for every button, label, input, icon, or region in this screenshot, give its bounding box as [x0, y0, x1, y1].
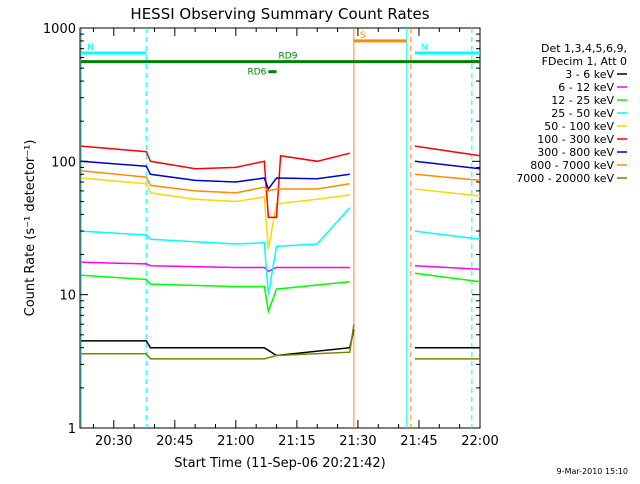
legend-header-line: Det 1,3,4,5,6,9,	[541, 42, 627, 55]
plot-border	[79, 27, 481, 429]
series-line-4-seg-0	[81, 177, 350, 250]
series-line-3-seg-0	[81, 207, 351, 295]
legend-label: 50 - 100 keV	[544, 120, 614, 133]
series-line-0-seg-0	[81, 329, 355, 357]
legend-label: 7000 - 20000 keV	[516, 172, 614, 185]
y-tick-label: 10	[59, 289, 76, 304]
series-line-5-seg-0	[81, 145, 350, 219]
x-tick-label: 21:30	[339, 434, 376, 449]
legend-label: 25 - 50 keV	[551, 107, 614, 120]
y-axis-label: Count Rate (s⁻¹ detector⁻¹)	[23, 140, 38, 317]
series-line-3-seg-1	[414, 230, 481, 241]
chart-title: HESSI Observing Summary Count Rates	[130, 5, 429, 23]
plot-area	[79, 27, 481, 429]
axes: 20:30 20:45 21:00 21:15 21:30 21:45 22:00 1 10 10…	[43, 22, 499, 449]
series-line-8-seg-0	[81, 324, 355, 360]
state-label-rd6-3: RD6	[247, 68, 266, 78]
state-label-s-2: S	[360, 31, 366, 41]
series-line-1-seg-0	[81, 261, 350, 273]
y-tick-label: 100	[51, 155, 76, 170]
x-tick-label: 21:15	[278, 434, 315, 449]
series-line-4-seg-1	[414, 188, 481, 197]
legend-header-line: FDecim 1, Att 0	[542, 55, 627, 68]
legend: Det 1,3,4,5,6,9,FDecim 1, Att 03 - 6 keV…	[516, 42, 627, 185]
legend-label: 300 - 800 keV	[537, 146, 614, 159]
series-line-1-seg-1	[414, 264, 481, 271]
x-tick-label: 20:30	[95, 434, 132, 449]
legend-label: 6 - 12 keV	[558, 81, 614, 94]
series-line-7-seg-0	[81, 169, 350, 194]
x-tick-label: 21:00	[217, 434, 254, 449]
state-label-n-0: N	[87, 43, 94, 53]
x-tick-label: 22:00	[461, 434, 498, 449]
legend-label: 100 - 300 keV	[537, 133, 614, 146]
series-line-6-seg-0	[81, 160, 350, 191]
series-line-7-seg-1	[414, 173, 481, 182]
timestamp: 9-Mar-2010 15:10	[557, 467, 628, 476]
x-tick-label: 20:45	[156, 434, 193, 449]
state-label-rd9-4: RD9	[279, 52, 298, 62]
series-line-2-seg-1	[414, 272, 481, 283]
series-line-2-seg-0	[81, 274, 350, 315]
state-label-n-1: N	[421, 43, 428, 53]
x-axis-label: Start Time (11-Sep-06 20:21:42)	[174, 456, 385, 471]
x-tick-label: 21:45	[400, 434, 437, 449]
legend-label: 12 - 25 keV	[551, 94, 614, 107]
series-lines	[81, 145, 481, 360]
series-line-5-seg-1	[414, 145, 481, 157]
y-tick-label: 1	[68, 422, 76, 437]
vertical-markers	[80, 28, 473, 428]
series-line-6-seg-1	[414, 160, 481, 170]
legend-label: 800 - 7000 keV	[530, 159, 614, 172]
state-bars: N N S RD6 RD9	[81, 31, 480, 78]
y-tick-label: 1000	[43, 22, 76, 37]
legend-label: 3 - 6 keV	[565, 68, 614, 81]
